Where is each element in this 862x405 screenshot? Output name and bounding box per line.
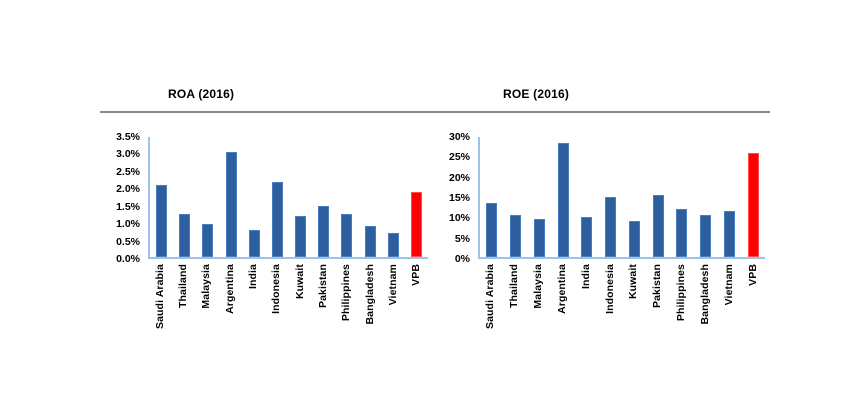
bar-slot: [718, 137, 742, 257]
bar-slot: [575, 137, 599, 257]
bar-slot: [694, 137, 718, 257]
bar-malaysia: [533, 219, 545, 257]
bar-indonesia: [271, 181, 283, 257]
bar-slot: [289, 137, 312, 257]
bar-slot: [405, 137, 428, 257]
bar-saudi-arabia: [486, 203, 498, 257]
y-tick-label: 0.5%: [116, 235, 140, 248]
bar-vietnam: [387, 233, 399, 257]
x-label-cell: Kuwait: [622, 264, 646, 352]
bar-slot: [670, 137, 694, 257]
bar-indonesia: [605, 197, 617, 257]
x-label-cell: Vietnam: [717, 264, 741, 352]
bar-bangladesh: [364, 226, 376, 257]
y-tick-label: 20%: [448, 171, 470, 184]
bar-slot: [382, 137, 405, 257]
x-label-cell: Pakistan: [645, 264, 669, 352]
x-axis-label: VPB: [747, 264, 760, 286]
roe-chart-title: ROE (2016): [503, 87, 570, 101]
x-axis-label: Pakistan: [651, 264, 664, 308]
x-label-cell: Saudi Arabia: [478, 264, 502, 352]
y-tick-label: 2.5%: [116, 165, 140, 178]
x-axis-label: Vietnam: [723, 264, 736, 306]
x-axis-label: Philippines: [675, 264, 688, 322]
bar-philippines: [341, 214, 353, 257]
y-tick-label: 1.5%: [116, 200, 140, 213]
x-label-cell: Thailand: [502, 264, 526, 352]
bar-malaysia: [202, 224, 214, 257]
bar-slot: [243, 137, 266, 257]
y-tick-label: 2.0%: [116, 183, 140, 196]
x-label-cell: Bangladesh: [693, 264, 717, 352]
x-axis-label: Thailand: [507, 264, 520, 308]
bar-thailand: [510, 215, 522, 257]
bar-thailand: [179, 214, 191, 257]
bar-vpb: [410, 191, 422, 257]
bar-saudi-arabia: [156, 185, 168, 257]
bar-philippines: [676, 209, 688, 257]
bar-slot: [599, 137, 623, 257]
y-tick-label: 1.0%: [116, 218, 140, 231]
bar-slot: [528, 137, 552, 257]
y-tick-label: 25%: [448, 151, 470, 164]
y-tick-label: 0%: [454, 253, 470, 265]
x-axis-labels: Saudi Arabia Thailand Malaysia Argentina Ind…: [478, 264, 765, 352]
plot-area: [478, 137, 765, 259]
x-label-cell: India: [574, 264, 598, 352]
bar-slot: [646, 137, 670, 257]
bar-slot: [359, 137, 382, 257]
x-label-cell: VPB: [741, 264, 765, 352]
x-axis-label: India: [579, 264, 592, 290]
bar-india: [248, 229, 260, 257]
bar-slot: [150, 137, 173, 257]
bar-argentina: [557, 143, 569, 257]
bar-slot: [623, 137, 647, 257]
bar-pakistan: [652, 195, 664, 257]
y-tick-label: 10%: [448, 212, 470, 225]
x-label-cell: Malaysia: [526, 264, 550, 352]
bar-kuwait: [295, 215, 307, 257]
x-axis-label: Indonesia: [603, 264, 616, 314]
plot-area: [148, 137, 428, 259]
y-tick-label: 5%: [454, 232, 470, 245]
bar-slot: [220, 137, 243, 257]
bar-pakistan: [318, 205, 330, 257]
bar-vietnam: [723, 211, 735, 257]
bar-india: [581, 217, 593, 257]
bar-slot: [196, 137, 219, 257]
y-tick-label: 30%: [448, 131, 470, 143]
x-axis-label: Malaysia: [531, 264, 544, 309]
y-tick-label: 3.5%: [116, 131, 140, 143]
x-axis-label: Kuwait: [627, 264, 640, 300]
bar-argentina: [225, 152, 237, 257]
y-tick-label: 0.0%: [116, 253, 140, 265]
bar-slot: [480, 137, 504, 257]
bar-slot: [312, 137, 335, 257]
header-divider: [100, 111, 770, 113]
bar-slot: [504, 137, 528, 257]
y-tick-label: 15%: [448, 192, 470, 204]
bar-bangladesh: [700, 215, 712, 257]
x-label-cell: Philippines: [669, 264, 693, 352]
roa-chart-title: ROA (2016): [168, 87, 235, 101]
x-axis-label: Bangladesh: [699, 264, 712, 325]
bar-vpb: [747, 153, 759, 257]
bar-slot: [551, 137, 575, 257]
bar-slot: [741, 137, 765, 257]
bar-kuwait: [628, 221, 640, 257]
x-axis-label: Argentina: [555, 264, 568, 314]
x-label-cell: Argentina: [550, 264, 574, 352]
bar-slot: [266, 137, 289, 257]
x-label-cell: Indonesia: [598, 264, 622, 352]
bar-slot: [335, 137, 358, 257]
bar-slot: [173, 137, 196, 257]
y-tick-label: 3.0%: [116, 148, 140, 161]
x-axis-label: Saudi Arabia: [483, 264, 496, 329]
